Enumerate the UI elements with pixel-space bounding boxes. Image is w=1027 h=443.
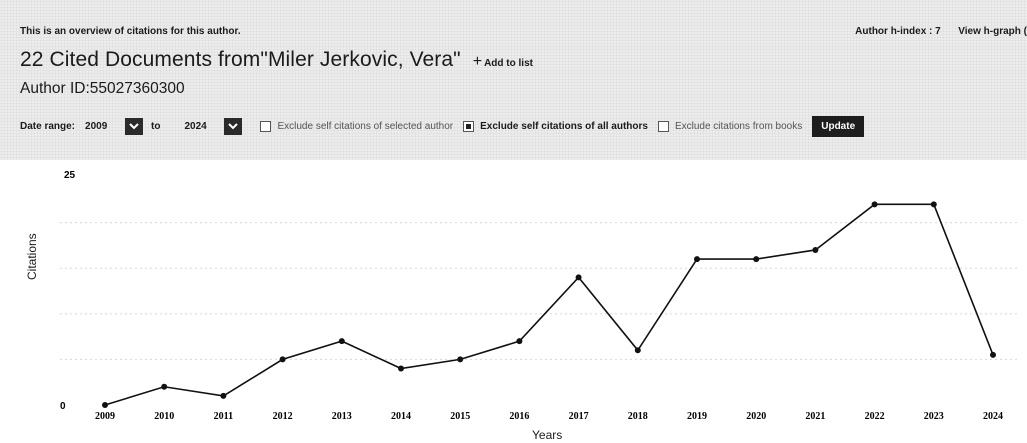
exclude-citations-from-books[interactable]: Exclude citations from books xyxy=(657,120,803,132)
data-point-2022 xyxy=(871,201,878,208)
x-tick-label-2015: 2015 xyxy=(450,411,470,422)
overview-intro-text: This is an overview of citations for thi… xyxy=(20,26,241,37)
x-tick-label-2009: 2009 xyxy=(95,411,115,422)
x-tick-label-2018: 2018 xyxy=(628,411,648,422)
author-id: Author ID:55027360300 xyxy=(20,80,185,97)
data-point-2011 xyxy=(220,392,227,399)
x-tick-label-2016: 2016 xyxy=(509,411,529,422)
overview-header-panel: This is an overview of citations for thi… xyxy=(0,0,1027,160)
view-hgraph-link[interactable]: View h-graph ( xyxy=(958,26,1027,37)
data-point-2023 xyxy=(930,201,937,208)
series-line xyxy=(104,203,994,406)
exclude-books-checkbox[interactable] xyxy=(657,120,669,132)
y-axis-label: Citations xyxy=(25,233,39,280)
x-tick-label-2022: 2022 xyxy=(865,411,885,422)
x-tick-label-2014: 2014 xyxy=(391,411,411,422)
data-point-2019 xyxy=(694,256,700,263)
add-to-list-label: Add to list xyxy=(484,58,533,69)
plus-icon: + xyxy=(472,53,483,70)
page-title: 22 Cited Documents from"Miler Jerkovic, … xyxy=(20,48,461,71)
data-point-2018 xyxy=(634,347,641,354)
citations-line-chart: 0 25 2009 2010 2011 2012 2013 2014 2015 2016 2017 2… xyxy=(60,170,1020,422)
y-tick-label: 25 xyxy=(64,170,76,181)
data-point-2017 xyxy=(575,274,582,281)
data-point-2009 xyxy=(102,402,108,408)
x-tick-label-2011: 2011 xyxy=(214,411,233,422)
title-row: 22 Cited Documents from"Miler Jerkovic, … xyxy=(20,48,533,72)
to-year-dropdown[interactable] xyxy=(224,117,243,135)
chevron-down-icon xyxy=(228,123,239,130)
x-tick-label-2023: 2023 xyxy=(924,411,944,422)
y-tick-label: 0 xyxy=(60,401,66,412)
exclude-self-all-checkbox[interactable] xyxy=(463,120,475,132)
x-tick-label-2012: 2012 xyxy=(273,411,293,422)
hindex-area: Author h-index : 7 View h-graph ( xyxy=(855,26,1027,37)
chevron-down-icon xyxy=(129,123,139,130)
x-tick-label-2024: 2024 xyxy=(983,411,1003,422)
to-label: to xyxy=(151,120,161,132)
date-range-label: Date range: xyxy=(20,120,76,132)
filter-controls: Date range: 2009 to 2024 Exclude self ci… xyxy=(20,115,865,137)
data-point-2012 xyxy=(279,356,286,363)
exclude-self-selected-label: Exclude self citations of selected autho… xyxy=(277,120,454,132)
exclude-books-label: Exclude citations from books xyxy=(674,120,803,132)
exclude-self-all-label: Exclude self citations of all authors xyxy=(480,120,648,132)
update-button[interactable]: Update xyxy=(812,115,865,137)
data-point-2016 xyxy=(516,338,523,345)
data-point-2010 xyxy=(161,383,168,390)
data-point-2020 xyxy=(753,256,760,263)
exclude-self-citations-all-authors[interactable]: Exclude self citations of all authors xyxy=(463,120,648,132)
data-point-2013 xyxy=(338,338,345,345)
x-tick-label-2013: 2013 xyxy=(332,411,352,422)
author-hindex-label: Author h-index : 7 xyxy=(855,26,941,37)
citations-chart: 0 25 2009 2010 2011 2012 2013 2014 2015 2016 2017 2… xyxy=(0,160,1027,443)
x-tick-label-2021: 2021 xyxy=(805,411,825,422)
x-tick-label-2020: 2020 xyxy=(746,411,766,422)
from-year-dropdown[interactable] xyxy=(125,117,144,135)
x-axis-label: Years xyxy=(532,428,563,442)
exclude-self-selected-checkbox[interactable] xyxy=(260,120,272,132)
data-point-2024 xyxy=(990,351,996,358)
to-year-value: 2024 xyxy=(184,120,207,132)
from-year-value: 2009 xyxy=(85,120,108,132)
data-point-2015 xyxy=(457,356,464,363)
x-tick-label-2019: 2019 xyxy=(687,411,707,422)
data-point-2021 xyxy=(812,246,819,253)
add-to-list-button[interactable]: + Add to list xyxy=(473,53,533,71)
x-tick-label-2017: 2017 xyxy=(569,411,589,422)
data-point-2014 xyxy=(398,365,404,372)
exclude-self-citations-selected-author[interactable]: Exclude self citations of selected autho… xyxy=(260,120,454,132)
x-tick-label-2010: 2010 xyxy=(154,411,174,422)
